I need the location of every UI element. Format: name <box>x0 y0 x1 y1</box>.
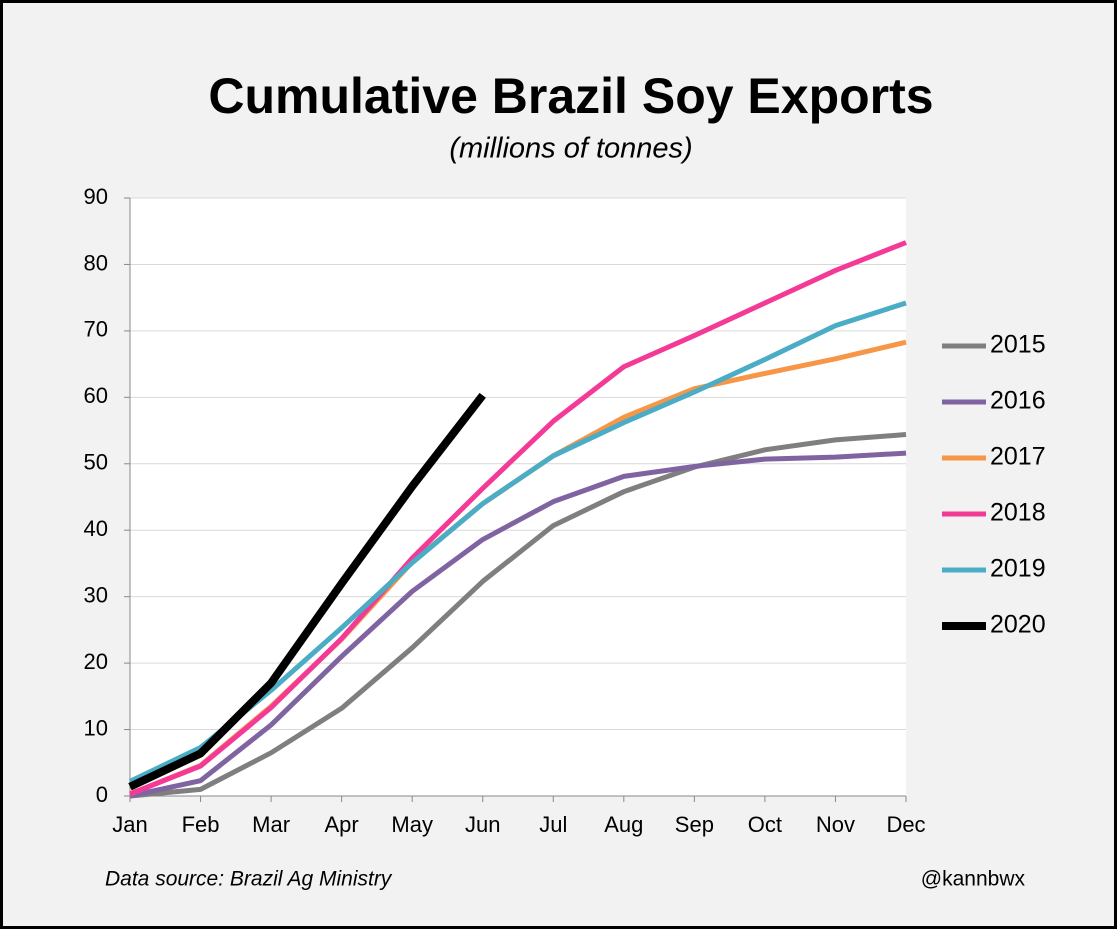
source: Data source: Brazil Ag Ministry <box>105 868 393 891</box>
chart-subtitle: (millions of tonnes) <box>449 133 692 165</box>
legend-label: 2016 <box>990 387 1046 415</box>
x-tick-label: Oct <box>748 812 782 837</box>
y-tick-label: 90 <box>84 184 108 209</box>
legend-label: 2019 <box>990 555 1046 583</box>
x-tick-label: Aug <box>604 812 643 837</box>
x-tick-label: Dec <box>886 812 925 837</box>
x-tick-label: Jan <box>112 812 147 837</box>
y-tick-label: 80 <box>84 250 108 275</box>
x-tick-label: Jul <box>539 812 567 837</box>
x-tick-label: Feb <box>182 812 220 837</box>
y-tick-label: 70 <box>84 317 108 342</box>
y-tick-label: 0 <box>96 782 108 807</box>
series-line <box>129 240 907 797</box>
y-tick-label: 40 <box>84 516 108 541</box>
series-line <box>129 432 907 799</box>
x-tick-label: Jun <box>465 812 500 837</box>
legend-label: 2017 <box>990 443 1046 471</box>
x-tick-label: Apr <box>325 812 359 837</box>
x-tick-label: Mar <box>252 812 290 837</box>
legend-label: 2020 <box>990 611 1046 639</box>
legend-label: 2015 <box>990 331 1046 359</box>
x-tick-label: Sep <box>675 812 714 837</box>
credit: @kannbwx <box>921 868 1026 891</box>
y-tick-label: 50 <box>84 450 108 475</box>
series-line <box>129 450 907 799</box>
series-line <box>128 392 486 791</box>
y-tick-label: 60 <box>84 383 108 408</box>
chart-title: Cumulative Brazil Soy Exports <box>208 68 933 124</box>
x-tick-label: May <box>391 812 433 837</box>
y-tick-label: 10 <box>84 715 108 740</box>
x-tick-label: Nov <box>816 812 855 837</box>
y-tick-label: 30 <box>84 582 108 607</box>
legend-label: 2018 <box>990 499 1046 527</box>
y-tick-label: 20 <box>84 649 108 674</box>
